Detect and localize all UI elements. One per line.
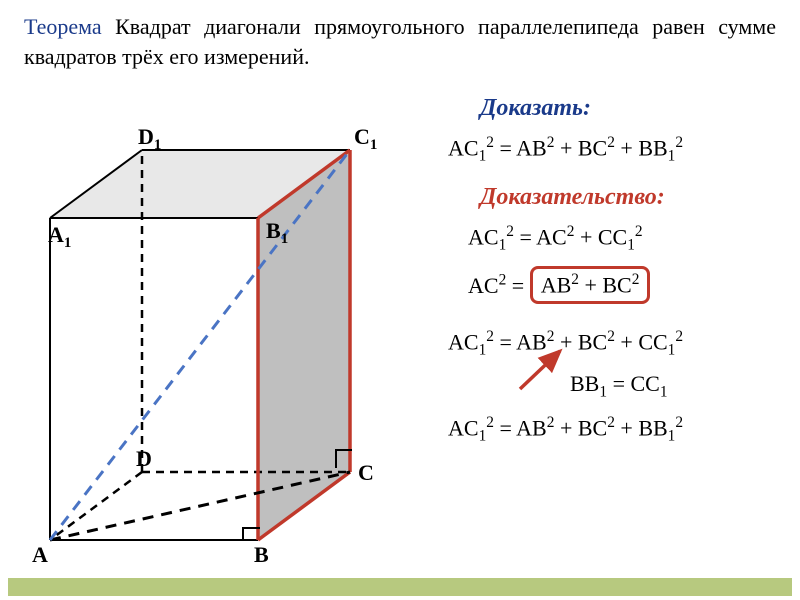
- theorem-body: Квадрат диагонали прямоугольного паралле…: [24, 14, 776, 69]
- eq-step5: AC12 = AB2 + BC2 + BB12: [448, 414, 784, 446]
- eq-step2: AC2 = AB2 + BC2: [468, 266, 784, 303]
- proof-heading: Доказательство:: [480, 184, 784, 211]
- label-C1: C1: [354, 124, 377, 153]
- eq-step3: AC12 = AB2 + BC2 + CC12: [448, 328, 784, 360]
- eq-step1: AC12 = AC2 + CC12: [468, 223, 784, 255]
- footer-bar: [8, 578, 792, 596]
- proof-column: Доказать: AC12 = AB2 + BC2 + BB12 Доказа…: [440, 95, 784, 458]
- eq-step2-lhs: AC2 =: [468, 273, 530, 298]
- eq-to-prove: AC12 = AB2 + BC2 + BB12: [448, 134, 784, 166]
- theorem-keyword: Теорема: [24, 14, 102, 39]
- prove-heading: Доказать:: [480, 95, 784, 122]
- label-A1: A1: [48, 222, 71, 251]
- label-D: D: [136, 446, 152, 471]
- arrow-icon: [512, 341, 572, 397]
- eq-step4: BB1 = CC1: [570, 371, 784, 401]
- eq-step2-boxed: AB2 + BC2: [530, 266, 651, 303]
- label-B: B: [254, 542, 269, 567]
- label-A: A: [32, 542, 48, 567]
- theorem-text: Теорема Квадрат диагонали прямоугольного…: [24, 12, 776, 71]
- parallelepiped-diagram: A B C D A1 B1 C1 D1: [16, 90, 426, 570]
- label-C: C: [358, 460, 374, 485]
- label-D1: D1: [138, 124, 161, 153]
